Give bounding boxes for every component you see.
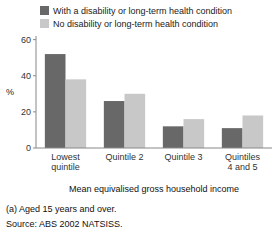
x-axis-label: Mean equivalised gross household income bbox=[69, 184, 239, 194]
x-tick-label-line: 4 and 5 bbox=[227, 162, 257, 172]
bar bbox=[243, 115, 264, 148]
x-tick-label: Lowestquintile bbox=[51, 152, 80, 172]
bar bbox=[184, 119, 205, 148]
x-tick-label: Quintile 2 bbox=[105, 152, 143, 162]
x-tick-label: Quintiles4 and 5 bbox=[225, 152, 261, 172]
legend-label: No disability or long-term health condit… bbox=[53, 19, 218, 29]
y-tick-label: 40 bbox=[21, 71, 31, 81]
y-tick-label: 0 bbox=[26, 143, 31, 153]
x-tick-label-line: Quintile 2 bbox=[105, 152, 143, 162]
legend-label: With a disability or long-term health co… bbox=[53, 6, 232, 16]
bar bbox=[66, 79, 87, 148]
legend-swatch bbox=[40, 6, 49, 15]
x-tick-label-line: Lowest bbox=[51, 152, 80, 162]
y-tick-label: 20 bbox=[21, 107, 31, 117]
bar bbox=[104, 101, 125, 148]
x-tick-label-line: Quintile 3 bbox=[164, 152, 202, 162]
bar bbox=[163, 126, 184, 148]
x-axis-line bbox=[36, 148, 272, 149]
bar bbox=[45, 54, 66, 148]
y-axis: 0 20 40 60 bbox=[21, 35, 36, 153]
x-axis: Lowestquintile Quintile 2 Quintile 3 Quinti… bbox=[51, 152, 260, 172]
y-axis-label: % bbox=[6, 87, 14, 97]
legend: With a disability or long-term health co… bbox=[40, 6, 232, 29]
x-tick-label: Quintile 3 bbox=[164, 152, 202, 162]
y-axis-line bbox=[36, 36, 37, 148]
chart: With a disability or long-term health co… bbox=[0, 0, 279, 250]
annotation: (a) Aged 15 years and over. bbox=[6, 204, 117, 214]
x-tick-label-line: quintile bbox=[51, 162, 80, 172]
annotation: Source: ABS 2002 NATSISS. bbox=[6, 219, 122, 229]
y-tick-label: 60 bbox=[21, 35, 31, 45]
legend-swatch bbox=[40, 19, 49, 28]
bar bbox=[222, 128, 243, 148]
bar bbox=[125, 94, 146, 148]
x-tick-label-line: Quintiles bbox=[225, 152, 261, 162]
bars bbox=[45, 54, 263, 148]
